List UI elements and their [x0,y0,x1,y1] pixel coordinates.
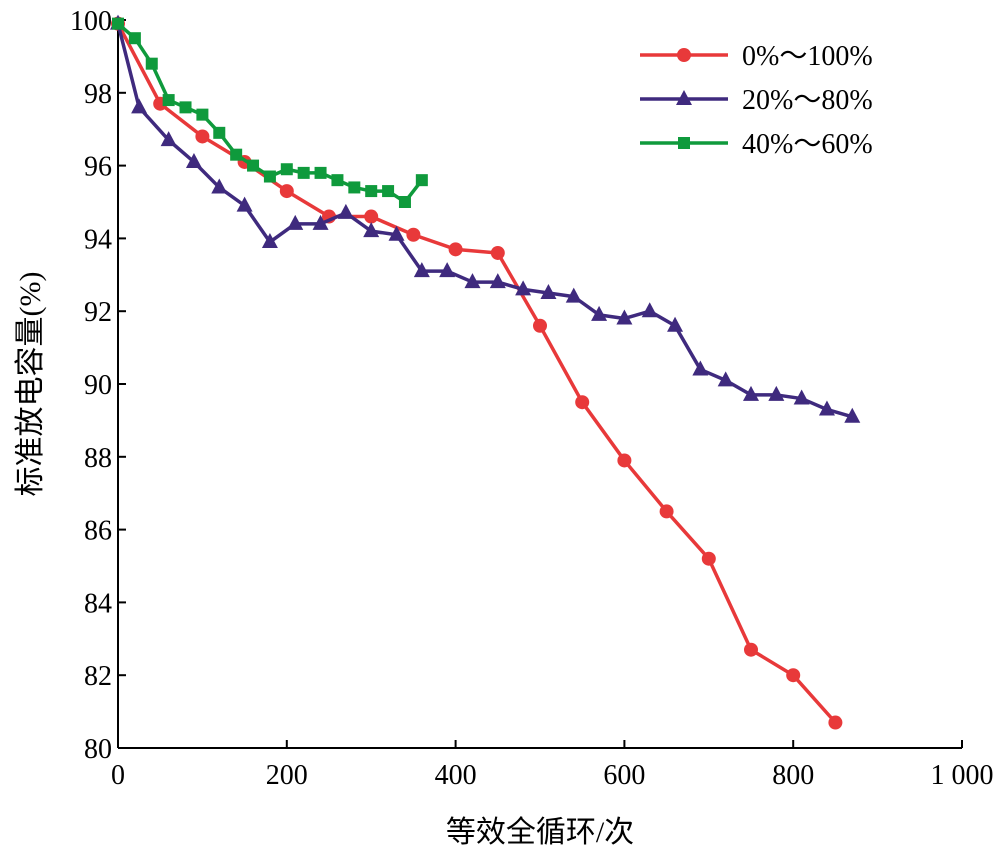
square-marker [112,17,124,30]
circle-marker [448,242,463,257]
series-square [112,17,428,208]
square-marker [382,185,395,198]
square-marker [398,196,411,208]
circle-marker [659,504,674,519]
x-tick-label: 1 000 [931,760,994,791]
y-tick-label: 98 [84,79,112,110]
square-marker [314,166,327,179]
square-marker [280,163,293,176]
triangle-marker [439,262,456,278]
triangle-marker [287,214,304,230]
square-marker [415,174,428,187]
circle-marker [533,318,547,333]
y-tick-label: 86 [84,516,112,547]
square-marker [348,181,361,194]
circle-marker [279,184,294,199]
circle-marker [617,453,632,468]
series-triangle [110,14,861,423]
circle-marker [828,715,843,730]
square-marker [213,126,226,139]
circle-marker [744,642,758,657]
square-marker [196,108,209,121]
y-axis-label: 标准放电容量(%) [14,272,47,497]
series-group [110,14,861,730]
triangle-marker [312,214,329,230]
y-tick-label: 90 [84,370,112,401]
square-marker [331,174,344,187]
square-marker [263,170,276,183]
triangle-marker [464,273,481,289]
triangle-marker [793,389,810,405]
triangle-marker [616,309,633,325]
triangle-marker [236,196,253,212]
x-tick-label: 0 [111,760,125,791]
circle-marker [677,48,691,62]
triangle-marker [261,233,278,249]
square-marker [179,101,192,114]
triangle-marker [337,203,354,219]
triangle-marker [565,287,582,303]
circle-marker [575,395,590,410]
circle-marker [701,551,716,566]
series-line [116,22,837,724]
triangle-marker [667,316,684,332]
triangle-marker [363,222,380,238]
y-tick-label: 92 [84,297,112,328]
triangle-marker [641,302,658,318]
x-tick-label: 800 [772,760,814,791]
series-circle [111,16,843,730]
triangle-marker [818,400,835,416]
triangle-marker [591,305,608,321]
triangle-marker [160,131,177,147]
triangle-marker [388,225,405,241]
triangle-marker [515,280,532,296]
y-tick-label: 82 [84,661,112,692]
axes: 0 200 400 600 800 1 000 80 82 84 86 88 90 92 94 96 98 10… [70,6,994,791]
triangle-marker [211,178,228,194]
legend-label: 20%～80% [742,85,873,116]
triangle-marker [185,152,202,168]
circle-marker [406,227,421,242]
y-tick-label: 80 [84,734,112,765]
square-marker [128,32,141,45]
y-tick-label: 100 [70,6,112,37]
y-tick-label: 96 [84,152,112,183]
y-tick-label: 88 [84,443,112,474]
square-marker [145,57,158,70]
triangle-marker [743,385,759,401]
triangle-marker [692,360,709,376]
circle-marker [195,129,210,144]
circle-marker [786,668,801,683]
triangle-marker [768,385,785,401]
y-tick-label: 94 [84,224,112,255]
square-marker [230,148,243,161]
legend-label: 40%～60% [742,129,873,160]
x-tick-label: 200 [266,760,308,791]
y-tick-label: 84 [84,588,112,619]
triangle-marker [717,371,734,387]
circle-marker [364,209,379,224]
triangle-marker [413,262,430,278]
triangle-marker [676,90,692,105]
triangle-marker [131,98,148,114]
x-tick-label: 600 [603,760,645,791]
series-line [116,23,853,419]
triangle-marker [489,273,506,289]
legend: 0%～100% 20%～80% 40%～60% [640,41,873,160]
circle-marker [490,245,505,260]
square-marker [247,159,260,172]
x-axis-label: 等效全循环/次 [446,816,634,849]
square-marker [365,185,378,198]
triangle-marker [540,284,557,299]
square-marker [297,166,310,179]
triangle-marker [844,407,861,423]
square-marker [162,94,175,107]
x-tick-label: 400 [435,760,477,791]
legend-label: 0%～100% [742,41,873,72]
square-marker [678,137,690,149]
